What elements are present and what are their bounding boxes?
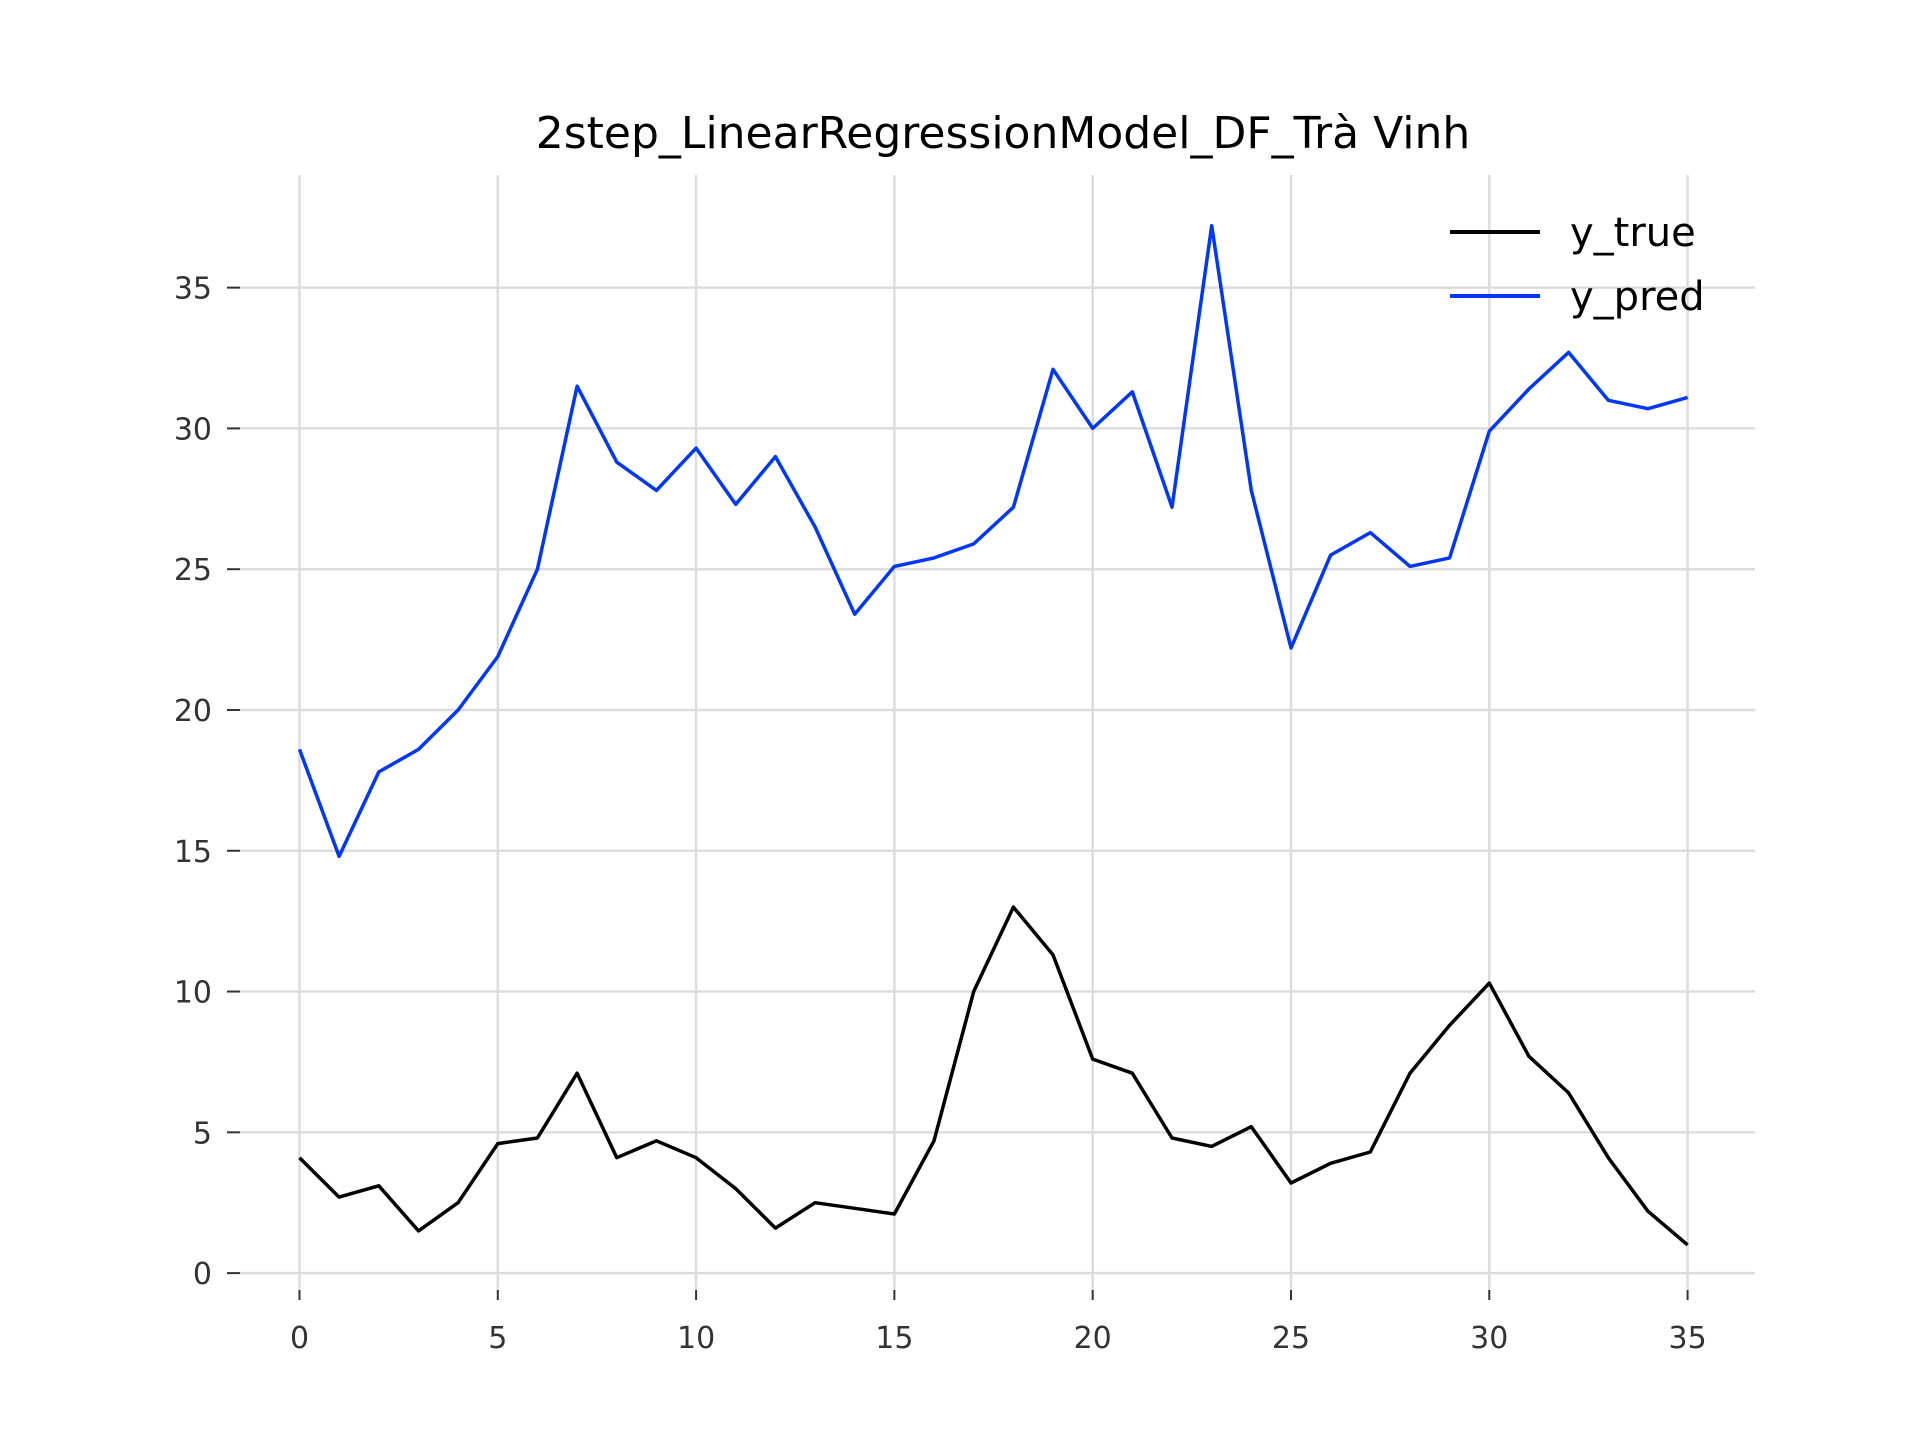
y-tick-label: 15 xyxy=(174,835,212,870)
x-tick-label: 20 xyxy=(1074,1321,1112,1356)
x-tick-label: 15 xyxy=(875,1321,913,1356)
axes: 0 5 10 15 20 25 30 35 0 5 10 15 20 25 30 35 xyxy=(174,272,1707,1356)
chart-title: 2step_LinearRegressionModel_DF_Trà Vinh xyxy=(536,108,1470,159)
series-line-y_true xyxy=(298,905,1689,1247)
series-line-y_pred xyxy=(297,223,1689,859)
legend-label-y_pred: y_pred xyxy=(1570,274,1705,320)
y-tick-label: 35 xyxy=(174,272,212,307)
x-tick-label: 25 xyxy=(1272,1321,1310,1356)
legend: y_true y_pred xyxy=(1450,210,1705,320)
x-tick-label: 5 xyxy=(488,1321,507,1356)
x-tick-label: 30 xyxy=(1470,1321,1508,1356)
y-tick-label: 0 xyxy=(193,1257,212,1292)
x-tick-label: 10 xyxy=(677,1321,715,1356)
x-tick-label: 35 xyxy=(1668,1321,1706,1356)
legend-label-y_true: y_true xyxy=(1570,210,1696,256)
y-tick-label: 25 xyxy=(174,553,212,588)
grid xyxy=(240,175,1755,1290)
x-tick-label: 0 xyxy=(290,1321,309,1356)
series-group xyxy=(297,223,1689,1247)
y-tick-label: 5 xyxy=(193,1116,212,1151)
y-tick-label: 10 xyxy=(174,976,212,1011)
y-tick-label: 30 xyxy=(174,412,212,447)
y-tick-label: 20 xyxy=(174,694,212,729)
